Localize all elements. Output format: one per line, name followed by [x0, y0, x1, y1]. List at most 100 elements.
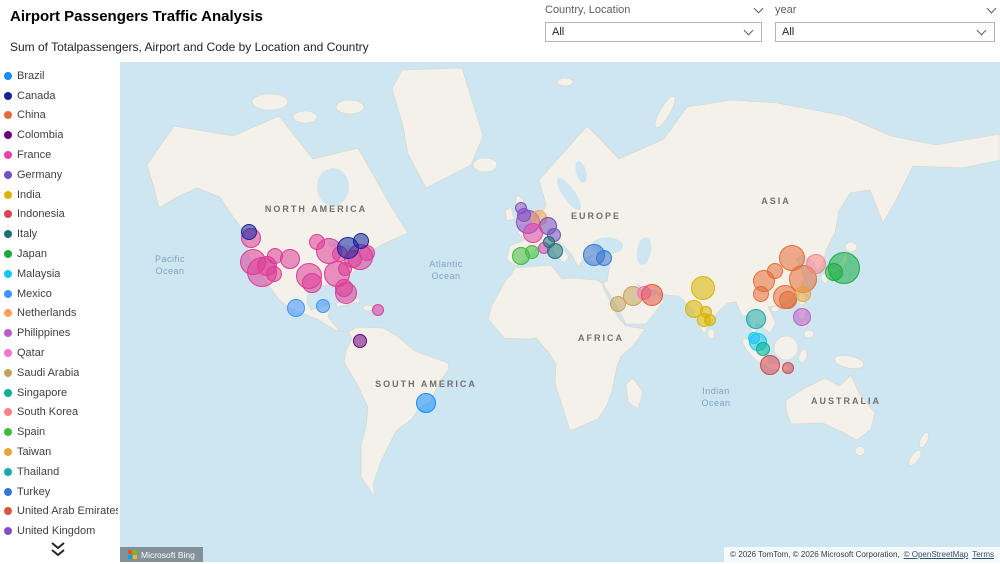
legend-item-south-korea[interactable]: South Korea: [2, 403, 118, 423]
map-bubble-china[interactable]: [753, 286, 769, 302]
map-bubble-canada[interactable]: [353, 233, 369, 249]
legend-item-label: Saudi Arabia: [17, 366, 80, 379]
landmass-new-guinea: [833, 355, 865, 369]
legend-item-colombia[interactable]: Colombia: [2, 125, 118, 145]
visual-title: Sum of Totalpassengers, Airport and Code…: [10, 40, 369, 54]
legend-item-germany[interactable]: Germany: [2, 165, 118, 185]
map-bubble-colombia[interactable]: [353, 334, 367, 348]
map-bubble-malaysia[interactable]: [748, 332, 760, 344]
map-bubble-turkey[interactable]: [596, 250, 612, 266]
slicer-country-location-value: All: [552, 26, 565, 38]
map-bubble-united-kingdom[interactable]: [515, 202, 527, 214]
legend-item-canada[interactable]: Canada: [2, 86, 118, 106]
world-map-visual[interactable]: NORTH AMERICA SOUTH AMERICA EUROPE AFRICA AS…: [120, 62, 1000, 562]
map-bubble-brazil[interactable]: [416, 393, 436, 413]
map-bubble-canada[interactable]: [241, 224, 257, 240]
slicer-country-location-dropdown[interactable]: All: [545, 22, 762, 42]
map-bubble-italy[interactable]: [543, 236, 555, 248]
landmass-svalbard: [556, 77, 574, 87]
landmass-arctic-islands: [335, 99, 365, 115]
legend-item-spain[interactable]: Spain: [2, 422, 118, 442]
map-bubble-indonesia[interactable]: [760, 355, 780, 375]
landmass-south-america: [343, 326, 450, 498]
legend-item-label: Colombia: [17, 129, 64, 142]
legend-item-saudi-arabia[interactable]: Saudi Arabia: [2, 363, 118, 383]
map-bubble-philippines[interactable]: [793, 308, 811, 326]
terms-link[interactable]: Terms: [972, 550, 994, 559]
chevron-down-icon: [976, 25, 987, 36]
legend-scroll-down-button[interactable]: [48, 541, 68, 559]
legend-color-dot: [4, 151, 12, 160]
legend-item-label: United Arab Emirates: [17, 505, 118, 518]
map-bubble-india[interactable]: [700, 306, 712, 318]
legend-item-philippines[interactable]: Philippines: [2, 323, 118, 343]
legend-item-mexico[interactable]: Mexico: [2, 284, 118, 304]
landmass-africa: [487, 264, 646, 432]
map-bubble-singapore[interactable]: [756, 342, 770, 356]
legend-item-label: Taiwan: [17, 446, 52, 459]
slicer-year-dropdown[interactable]: All: [775, 22, 995, 42]
map-bubble-france[interactable]: [523, 223, 543, 243]
map-bubble-mexico[interactable]: [316, 299, 330, 313]
legend-item-label: Japan: [17, 248, 47, 261]
map-bubble-india[interactable]: [691, 276, 715, 300]
openstreetmap-link[interactable]: © OpenStreetMap: [903, 550, 969, 559]
map-bubble-china[interactable]: [767, 263, 783, 279]
map-bubble-mexico[interactable]: [287, 299, 305, 317]
landmass-tasmania: [854, 446, 866, 456]
legend-item-indonesia[interactable]: Indonesia: [2, 205, 118, 225]
bing-logo-badge[interactable]: Microsoft Bing: [120, 547, 203, 562]
map-bubble-south-korea[interactable]: [806, 254, 826, 274]
legend-color-dot: [4, 408, 12, 417]
legend-color-dot: [4, 309, 12, 318]
map-bubble-taiwan[interactable]: [795, 286, 811, 302]
legend-item-italy[interactable]: Italy: [2, 224, 118, 244]
map-bubble-japan[interactable]: [825, 263, 843, 281]
legend-item-united-arab-emirates[interactable]: United Arab Emirates: [2, 502, 118, 522]
legend-item-label: Thailand: [17, 465, 60, 478]
slicer-country-location-label: Country, Location: [545, 4, 631, 16]
landmass-australia: [785, 374, 876, 441]
landmass-mindanao: [803, 329, 815, 339]
legend-item-singapore[interactable]: Singapore: [2, 383, 118, 403]
legend-item-label: China: [17, 109, 46, 122]
legend-item-france[interactable]: France: [2, 145, 118, 165]
legend-item-united-kingdom[interactable]: United Kingdom: [2, 521, 118, 541]
map-bubble-united-states[interactable]: [309, 234, 325, 250]
legend-item-brazil[interactable]: Brazil: [2, 66, 118, 86]
legend-item-taiwan[interactable]: Taiwan: [2, 442, 118, 462]
map-bubble-united-states[interactable]: [266, 266, 282, 282]
legend-item-label: Philippines: [17, 327, 71, 340]
legend-item-label: Malaysia: [17, 267, 61, 280]
slicer-year-value: All: [782, 26, 795, 38]
map-bubble-saudi-arabia[interactable]: [610, 296, 626, 312]
map-bubble-united-states[interactable]: [280, 249, 300, 269]
legend-color-dot: [4, 170, 12, 179]
legend-color-dot: [4, 71, 12, 80]
map-bubble-indonesia[interactable]: [782, 362, 794, 374]
map-bubble-spain[interactable]: [525, 245, 539, 259]
chevron-down-icon: [743, 25, 754, 36]
map-bubble-united-arab-emirates[interactable]: [641, 284, 663, 306]
landmass-new-zealand-north: [919, 432, 929, 448]
legend-item-india[interactable]: India: [2, 185, 118, 205]
legend-item-malaysia[interactable]: Malaysia: [2, 264, 118, 284]
legend-item-label: Canada: [17, 89, 56, 102]
legend-item-thailand[interactable]: Thailand: [2, 462, 118, 482]
map-bubble-thailand[interactable]: [746, 309, 766, 329]
legend-item-qatar[interactable]: Qatar: [2, 343, 118, 363]
legend-item-china[interactable]: China: [2, 106, 118, 126]
legend-item-japan[interactable]: Japan: [2, 244, 118, 264]
map-bubble-united-states[interactable]: [372, 304, 384, 316]
map-bubble-china[interactable]: [779, 291, 797, 309]
legend-item-netherlands[interactable]: Netherlands: [2, 304, 118, 324]
map-bubble-united-states[interactable]: [335, 282, 357, 304]
legend-item-label: Netherlands: [17, 307, 77, 320]
legend-item-turkey[interactable]: Turkey: [2, 482, 118, 502]
landmass-arctic-islands: [292, 110, 318, 124]
legend-color-dot: [4, 131, 12, 140]
map-bubble-united-states[interactable]: [302, 273, 322, 293]
landmass-new-zealand-south: [908, 449, 922, 467]
legend-color-dot: [4, 289, 12, 298]
legend-color-dot: [4, 269, 12, 278]
